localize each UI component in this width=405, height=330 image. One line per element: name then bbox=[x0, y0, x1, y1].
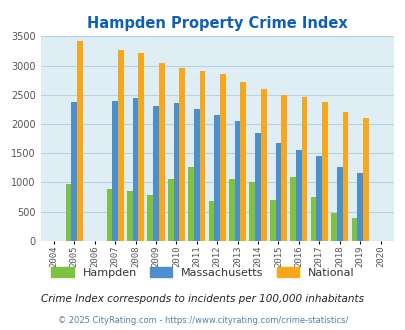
Bar bbox=[336, 167, 342, 241]
Bar bbox=[301, 96, 307, 241]
Bar bbox=[208, 201, 214, 241]
Text: © 2025 CityRating.com - https://www.cityrating.com/crime-statistics/: © 2025 CityRating.com - https://www.city… bbox=[58, 316, 347, 325]
Bar bbox=[220, 74, 225, 241]
Bar bbox=[153, 106, 158, 241]
Bar bbox=[356, 173, 362, 241]
Bar bbox=[290, 177, 295, 241]
Bar bbox=[260, 89, 266, 241]
Bar bbox=[240, 82, 245, 241]
Bar bbox=[132, 98, 138, 241]
Bar bbox=[228, 179, 234, 241]
Bar bbox=[275, 143, 281, 241]
Bar bbox=[199, 71, 205, 241]
Bar bbox=[173, 103, 179, 241]
Bar bbox=[342, 112, 347, 241]
Bar bbox=[188, 167, 194, 241]
Text: Crime Index corresponds to incidents per 100,000 inhabitants: Crime Index corresponds to incidents per… bbox=[41, 294, 364, 304]
Bar bbox=[234, 121, 240, 241]
Bar bbox=[321, 102, 327, 241]
Bar bbox=[295, 150, 301, 241]
Bar bbox=[214, 115, 220, 241]
Bar bbox=[106, 189, 112, 241]
Bar bbox=[167, 179, 173, 241]
Bar bbox=[315, 156, 321, 241]
Bar bbox=[71, 102, 77, 241]
Bar bbox=[112, 101, 118, 241]
Bar bbox=[249, 182, 255, 241]
Bar bbox=[330, 214, 336, 241]
Bar bbox=[127, 191, 132, 241]
Bar bbox=[158, 63, 164, 241]
Bar bbox=[269, 200, 275, 241]
Legend: Hampden, Massachusetts, National: Hampden, Massachusetts, National bbox=[47, 263, 358, 282]
Bar bbox=[351, 218, 356, 241]
Bar bbox=[66, 183, 71, 241]
Bar bbox=[194, 109, 199, 241]
Bar bbox=[138, 53, 144, 241]
Bar bbox=[281, 95, 286, 241]
Bar bbox=[118, 50, 124, 241]
Bar bbox=[147, 195, 153, 241]
Title: Hampden Property Crime Index: Hampden Property Crime Index bbox=[87, 16, 347, 31]
Bar bbox=[255, 133, 260, 241]
Bar bbox=[77, 41, 83, 241]
Bar bbox=[179, 68, 185, 241]
Bar bbox=[310, 197, 315, 241]
Bar bbox=[362, 117, 368, 241]
